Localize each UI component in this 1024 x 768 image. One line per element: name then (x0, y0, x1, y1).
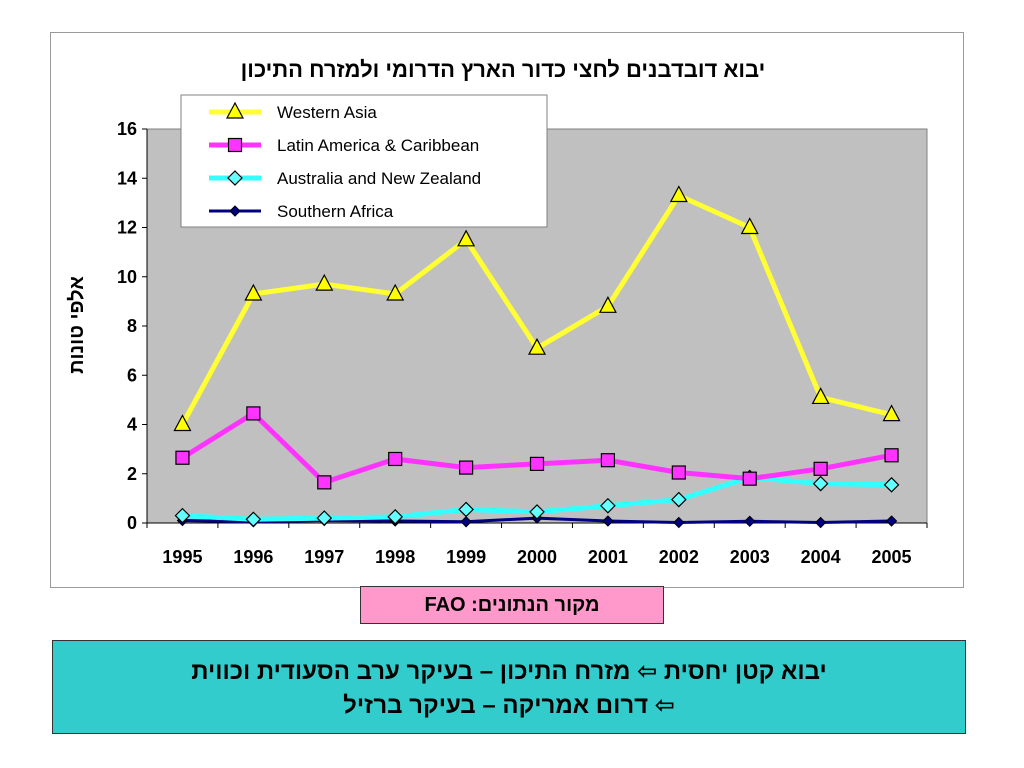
data-point-southern-africa (814, 516, 827, 529)
data-point-latin-america-caribbean (388, 451, 403, 467)
data-point-latin-america-caribbean (175, 450, 190, 465)
y-tick-label: 10 (117, 267, 137, 287)
data-point-western-asia (598, 296, 617, 313)
data-point-australia-and-new-zealand (812, 475, 829, 492)
y-tick-label: 12 (117, 218, 137, 238)
data-point-southern-africa (744, 515, 756, 527)
legend-swatch-marker (227, 170, 243, 186)
series-latin-america-caribbean (175, 406, 899, 490)
data-point-latin-america-caribbean (529, 456, 545, 471)
x-tick-label: 1995 (162, 547, 202, 567)
data-point-western-asia (173, 414, 192, 432)
y-tick-label: 0 (127, 513, 137, 533)
x-tick-label: 2005 (872, 547, 912, 567)
y-tick-label: 8 (127, 316, 137, 336)
data-point-latin-america-caribbean (246, 406, 261, 421)
x-tick-label: 2004 (801, 547, 841, 567)
legend-label: Latin America & Caribbean (277, 136, 479, 155)
summary-box: יבוא קטן יחסית ⇦ מזרח התיכון – בעיקר ערב… (52, 640, 966, 734)
data-point-western-asia (457, 229, 476, 247)
chart-frame: יבוא דובדבנים לחצי כדור הארץ הדרומי ולמז… (50, 32, 964, 588)
x-tick-label: 2003 (730, 547, 770, 567)
data-point-australia-and-new-zealand (883, 476, 900, 493)
data-point-western-asia (740, 217, 759, 235)
data-point-western-asia (669, 185, 688, 203)
data-point-southern-africa (602, 515, 614, 527)
x-tick-label: 2002 (659, 547, 699, 567)
chart-title: יבוא דובדבנים לחצי כדור הארץ הדרומי ולמז… (241, 57, 766, 82)
x-tick-label: 1999 (446, 547, 486, 567)
x-tick-label: 1997 (304, 547, 344, 567)
summary-line-1: יבוא קטן יחסית ⇦ מזרח התיכון – בעיקר ערב… (191, 658, 827, 685)
data-point-latin-america-caribbean (742, 471, 757, 486)
y-tick-label: 4 (127, 415, 137, 435)
data-point-western-asia (528, 337, 546, 355)
legend-item-latin-america-caribbean: Latin America & Caribbean (209, 136, 479, 155)
legend-item-australia-and-new-zealand: Australia and New Zealand (209, 169, 481, 188)
y-tick-label: 16 (117, 119, 137, 139)
line-chart: יבוא דובדבנים לחצי כדור הארץ הדרומי ולמז… (66, 57, 928, 567)
series-australia-and-new-zealand (174, 469, 900, 528)
x-tick-label: 1998 (375, 547, 415, 567)
data-point-southern-africa (460, 516, 472, 528)
data-point-latin-america-caribbean (317, 475, 332, 490)
data-point-australia-and-new-zealand (174, 507, 191, 524)
data-point-western-asia (386, 283, 405, 301)
data-point-western-asia (315, 273, 334, 291)
legend-swatch-marker (227, 137, 243, 153)
legend-label: Australia and New Zealand (277, 169, 481, 188)
data-point-australia-and-new-zealand (600, 497, 616, 514)
data-point-australia-and-new-zealand (670, 491, 687, 508)
data-point-southern-africa (885, 515, 898, 527)
y-tick-label: 6 (127, 365, 137, 385)
source-label: מקור הנתונים: FAO (360, 586, 664, 624)
data-point-australia-and-new-zealand (387, 508, 404, 525)
data-point-southern-africa (673, 516, 685, 529)
legend-swatch-marker (226, 101, 244, 119)
data-point-australia-and-new-zealand (529, 504, 545, 520)
data-point-australia-and-new-zealand (316, 510, 333, 526)
legend-label: Western Asia (277, 103, 377, 122)
data-point-latin-america-caribbean (671, 465, 686, 480)
y-tick-label: 14 (117, 168, 137, 188)
y-axis-label: אלפי טונות (66, 276, 88, 374)
data-point-western-asia (882, 404, 901, 422)
data-point-latin-america-caribbean (600, 453, 616, 468)
data-point-latin-america-caribbean (884, 448, 899, 463)
series-western-asia (173, 185, 901, 432)
summary-line-2: ⇦ דרום אמריקה – בעיקר ברזיל (343, 692, 675, 719)
data-point-western-asia (244, 283, 263, 301)
x-tick-label: 2001 (588, 547, 628, 567)
data-point-australia-and-new-zealand (458, 501, 474, 518)
legend-label: Southern Africa (277, 202, 394, 221)
data-point-western-asia (811, 387, 830, 405)
legend-swatch-marker (229, 205, 241, 217)
legend-item-western-asia: Western Asia (209, 101, 377, 122)
x-tick-label: 2000 (517, 547, 557, 567)
data-point-latin-america-caribbean (458, 460, 474, 475)
data-point-australia-and-new-zealand (245, 511, 262, 528)
x-tick-label: 1996 (233, 547, 273, 567)
data-point-latin-america-caribbean (813, 461, 828, 476)
y-tick-label: 2 (127, 464, 137, 484)
legend-item-southern-africa: Southern Africa (209, 202, 394, 221)
